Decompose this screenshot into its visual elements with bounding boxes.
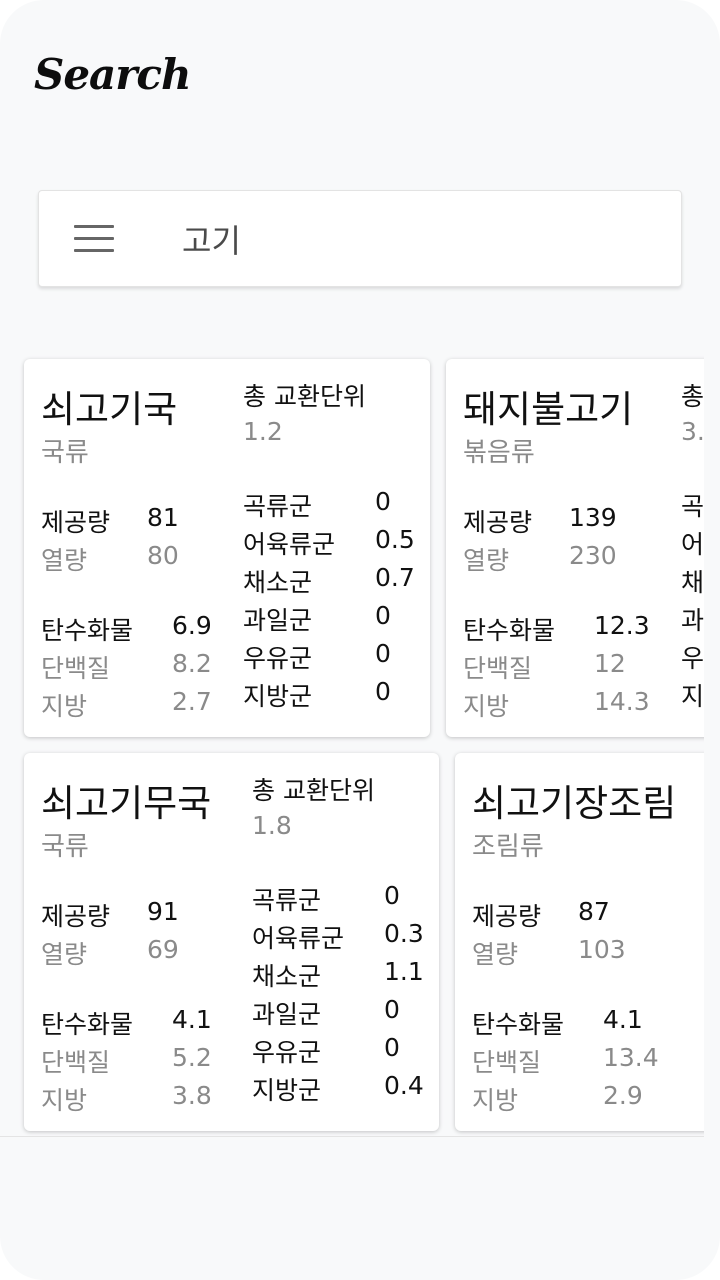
fat-label: 지방 [41, 1086, 88, 1115]
milk-label: 우유군 [252, 1038, 322, 1067]
fat-group-label: 지방군 [252, 1076, 322, 1105]
fat-label: 지방 [463, 692, 510, 721]
total-exchange-label: 총 교환단위 [252, 776, 375, 805]
fruit-value: 0 [384, 995, 400, 1024]
carbs-value: 12.3 [594, 611, 650, 640]
fat-group-value: 0.4 [384, 1071, 424, 1100]
calories-value: 69 [147, 935, 179, 964]
calories-label: 열량 [41, 546, 88, 575]
food-category: 조림류 [472, 832, 544, 862]
calories-value: 80 [147, 541, 179, 570]
serving-label: 제공량 [41, 508, 111, 537]
food-card[interactable]: 쇠고기장조림 조림류 제공량 87 열량 103 탄수화물 4.1 단백질 13… [455, 753, 704, 1131]
protein-value: 8.2 [172, 649, 212, 678]
fat-label: 지방 [472, 1086, 519, 1115]
fruit-value: 0 [375, 601, 391, 630]
results-grid: 쇠고기국 국류 총 교환단위 1.2 제공량 81 열량 80 탄수화물 6.9… [0, 340, 704, 1140]
carbs-label: 탄수화물 [41, 616, 134, 645]
grain-label: 곡류군 [681, 492, 704, 521]
grain-label: 곡류군 [243, 492, 313, 521]
fruit-label: 과일군 [681, 606, 704, 635]
serving-value: 81 [147, 503, 179, 532]
food-name: 쇠고기국 [41, 388, 178, 431]
protein-label: 단백질 [41, 654, 111, 683]
food-card[interactable]: 쇠고기무국 국류 총 교환단위 1.8 제공량 91 열량 69 탄수화물 4.… [24, 753, 439, 1131]
calories-value: 230 [569, 541, 617, 570]
total-exchange-label: 총 교환단위 [243, 382, 366, 411]
fat-value: 2.7 [172, 687, 212, 716]
meat-value: 0.5 [375, 525, 415, 554]
fat-value: 14.3 [594, 687, 650, 716]
food-name: 돼지불고기 [463, 388, 634, 431]
protein-label: 단백질 [463, 654, 533, 683]
food-category: 국류 [41, 832, 89, 862]
meat-label: 어육류군 [681, 530, 704, 559]
protein-value: 5.2 [172, 1043, 212, 1072]
calories-label: 열량 [41, 940, 88, 969]
meat-label: 어육류군 [252, 924, 345, 953]
total-exchange-value: 1.2 [243, 417, 283, 446]
fat-label: 지방 [41, 692, 88, 721]
food-name: 쇠고기무국 [41, 782, 212, 825]
food-card[interactable]: 쇠고기국 국류 총 교환단위 1.2 제공량 81 열량 80 탄수화물 6.9… [24, 359, 430, 737]
app-title: Search [34, 50, 192, 99]
carbs-label: 탄수화물 [463, 616, 556, 645]
carbs-label: 탄수화물 [41, 1010, 134, 1039]
milk-value: 0 [375, 639, 391, 668]
food-card[interactable]: 돼지불고기 볶음류 총 교환단위 3. 제공량 139 열량 230 탄수화물 … [446, 359, 704, 737]
fruit-label: 과일군 [252, 1000, 322, 1029]
fat-group-label: 지방군 [243, 682, 313, 711]
food-category: 볶음류 [463, 438, 535, 468]
protein-label: 단백질 [472, 1048, 542, 1077]
protein-label: 단백질 [41, 1048, 111, 1077]
grain-value: 0 [384, 881, 400, 910]
grain-value: 0 [375, 487, 391, 516]
carbs-label: 탄수화물 [472, 1010, 565, 1039]
food-category: 국류 [41, 438, 89, 468]
protein-value: 13.4 [603, 1043, 659, 1072]
fat-group-label: 지방군 [681, 682, 704, 711]
calories-value: 103 [578, 935, 626, 964]
calories-label: 열량 [463, 546, 510, 575]
vegetable-label: 채소군 [681, 568, 704, 597]
calories-label: 열량 [472, 940, 519, 969]
food-name: 쇠고기장조림 [472, 782, 677, 825]
fruit-label: 과일군 [243, 606, 313, 635]
milk-value: 0 [384, 1033, 400, 1062]
milk-label: 우유군 [681, 644, 704, 673]
grain-label: 곡류군 [252, 886, 322, 915]
serving-label: 제공량 [472, 902, 542, 931]
protein-value: 12 [594, 649, 626, 678]
vegetable-label: 채소군 [252, 962, 322, 991]
total-exchange-value: 1.8 [252, 811, 292, 840]
results-bottom-divider [0, 1136, 704, 1137]
meat-label: 어육류군 [243, 530, 336, 559]
fat-value: 3.8 [172, 1081, 212, 1110]
total-exchange-label: 총 교환단위 [681, 382, 704, 411]
serving-label: 제공량 [41, 902, 111, 931]
carbs-value: 4.1 [603, 1005, 643, 1034]
menu-icon[interactable] [74, 225, 114, 253]
fat-group-value: 0 [375, 677, 391, 706]
search-input[interactable] [182, 214, 642, 264]
vegetable-value: 1.1 [384, 957, 424, 986]
vegetable-label: 채소군 [243, 568, 313, 597]
carbs-value: 6.9 [172, 611, 212, 640]
total-exchange-value: 3. [681, 417, 704, 446]
carbs-value: 4.1 [172, 1005, 212, 1034]
serving-value: 87 [578, 897, 610, 926]
milk-label: 우유군 [243, 644, 313, 673]
fat-value: 2.9 [603, 1081, 643, 1110]
vegetable-value: 0.7 [375, 563, 415, 592]
serving-label: 제공량 [463, 508, 533, 537]
meat-value: 0.3 [384, 919, 424, 948]
serving-value: 91 [147, 897, 179, 926]
serving-value: 139 [569, 503, 617, 532]
